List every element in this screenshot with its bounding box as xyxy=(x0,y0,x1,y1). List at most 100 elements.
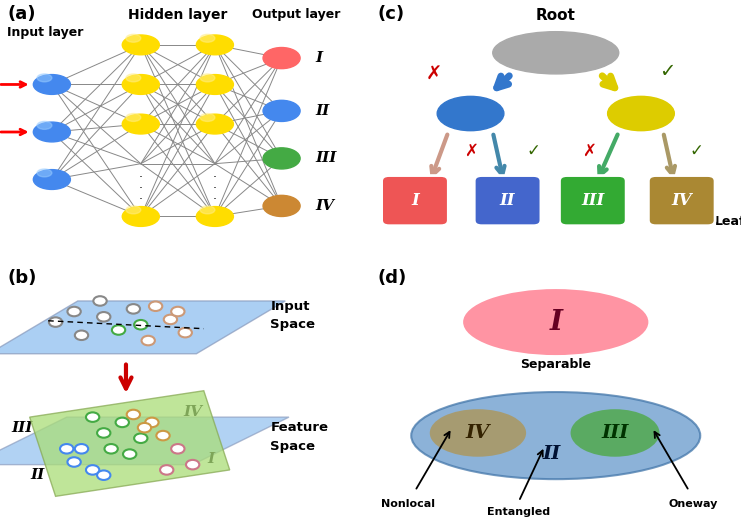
Text: II: II xyxy=(500,192,515,209)
Text: III: III xyxy=(12,421,33,435)
Polygon shape xyxy=(0,417,289,465)
Text: III: III xyxy=(581,192,605,209)
Text: (d): (d) xyxy=(378,269,407,287)
Circle shape xyxy=(149,301,162,311)
Circle shape xyxy=(127,304,140,314)
Circle shape xyxy=(97,428,110,438)
Ellipse shape xyxy=(200,206,215,214)
Circle shape xyxy=(123,449,136,459)
Ellipse shape xyxy=(122,206,159,227)
FancyBboxPatch shape xyxy=(382,175,448,226)
Text: III: III xyxy=(602,424,628,442)
Text: Space: Space xyxy=(270,440,316,452)
Text: I: I xyxy=(315,51,322,65)
Text: IV: IV xyxy=(671,192,692,209)
Text: Hidden layer: Hidden layer xyxy=(128,8,227,22)
Ellipse shape xyxy=(37,121,52,129)
Circle shape xyxy=(186,460,199,469)
Text: Input layer: Input layer xyxy=(7,26,84,40)
Text: III: III xyxy=(315,152,336,165)
Ellipse shape xyxy=(200,74,215,82)
Ellipse shape xyxy=(196,74,233,95)
Text: ✓: ✓ xyxy=(527,142,540,159)
Circle shape xyxy=(179,328,192,337)
Circle shape xyxy=(67,307,81,316)
Polygon shape xyxy=(0,301,285,354)
Circle shape xyxy=(138,423,151,432)
Circle shape xyxy=(164,315,177,324)
Ellipse shape xyxy=(493,32,619,74)
Text: ✓: ✓ xyxy=(690,142,703,159)
Ellipse shape xyxy=(571,409,659,457)
Ellipse shape xyxy=(126,114,141,121)
Text: (a): (a) xyxy=(7,5,36,23)
Ellipse shape xyxy=(37,169,52,177)
Circle shape xyxy=(112,325,125,335)
Ellipse shape xyxy=(263,100,300,121)
Circle shape xyxy=(49,317,62,327)
Text: I: I xyxy=(411,192,419,209)
Text: ✓: ✓ xyxy=(659,62,675,81)
FancyBboxPatch shape xyxy=(648,175,715,226)
Text: Leaf: Leaf xyxy=(715,215,741,228)
Text: ·
·
·: · · · xyxy=(139,171,143,206)
Circle shape xyxy=(145,418,159,427)
Text: Space: Space xyxy=(270,318,316,331)
Circle shape xyxy=(127,410,140,419)
Text: Entangled: Entangled xyxy=(487,507,551,517)
Text: II: II xyxy=(543,445,561,463)
Text: (b): (b) xyxy=(7,269,37,287)
Polygon shape xyxy=(30,391,230,496)
Circle shape xyxy=(171,307,185,316)
Circle shape xyxy=(142,336,155,345)
Ellipse shape xyxy=(126,34,141,42)
Circle shape xyxy=(104,444,118,454)
Text: II: II xyxy=(30,468,44,482)
Ellipse shape xyxy=(411,392,700,479)
Text: ✗: ✗ xyxy=(582,142,596,159)
Circle shape xyxy=(134,433,147,443)
Ellipse shape xyxy=(196,35,233,55)
FancyBboxPatch shape xyxy=(559,175,626,226)
Text: II: II xyxy=(315,104,329,118)
Ellipse shape xyxy=(33,74,70,95)
Ellipse shape xyxy=(122,114,159,134)
Ellipse shape xyxy=(437,96,504,130)
Text: (c): (c) xyxy=(378,5,405,23)
Ellipse shape xyxy=(37,74,52,82)
Text: Separable: Separable xyxy=(520,358,591,371)
Circle shape xyxy=(97,312,110,322)
Text: I: I xyxy=(549,308,562,336)
Ellipse shape xyxy=(33,169,70,190)
Text: I: I xyxy=(207,452,215,466)
Circle shape xyxy=(116,418,129,427)
Ellipse shape xyxy=(122,74,159,95)
Ellipse shape xyxy=(196,206,233,227)
Text: Nonlocal: Nonlocal xyxy=(381,499,434,509)
Ellipse shape xyxy=(263,148,300,169)
Ellipse shape xyxy=(200,34,215,42)
Text: ✗: ✗ xyxy=(425,64,442,83)
Circle shape xyxy=(67,457,81,467)
Text: ·
·
·: · · · xyxy=(213,171,217,206)
Text: Output layer: Output layer xyxy=(252,8,340,21)
Text: Root: Root xyxy=(536,8,576,23)
Circle shape xyxy=(75,444,88,454)
Circle shape xyxy=(97,470,110,480)
FancyBboxPatch shape xyxy=(474,175,541,226)
Ellipse shape xyxy=(196,114,233,134)
Ellipse shape xyxy=(263,48,300,69)
Ellipse shape xyxy=(263,195,300,216)
Ellipse shape xyxy=(463,289,648,355)
Circle shape xyxy=(160,465,173,475)
Circle shape xyxy=(60,444,73,454)
Text: Oneway: Oneway xyxy=(668,499,717,509)
Circle shape xyxy=(134,320,147,329)
Text: IV: IV xyxy=(315,199,334,213)
Ellipse shape xyxy=(430,409,526,457)
Ellipse shape xyxy=(122,35,159,55)
Text: IV: IV xyxy=(183,405,202,419)
Text: IV: IV xyxy=(466,424,490,442)
Ellipse shape xyxy=(126,74,141,82)
Text: ✗: ✗ xyxy=(464,142,477,159)
